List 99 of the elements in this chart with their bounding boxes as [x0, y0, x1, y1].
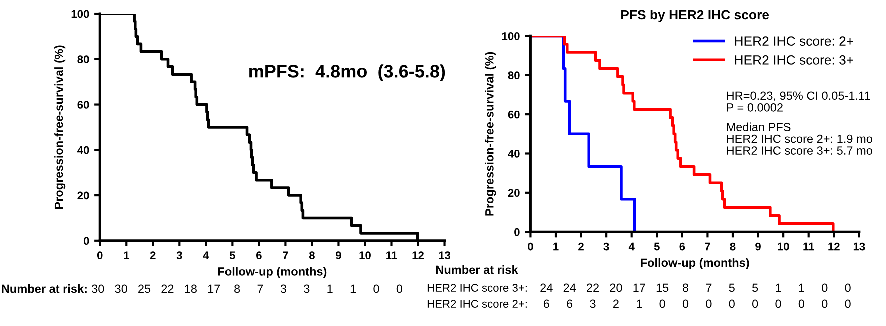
- x-tick-label: 13: [854, 242, 866, 251]
- y-tick-label: 100: [502, 32, 520, 40]
- x-tick-label: 10: [360, 252, 371, 260]
- text: 22: [162, 284, 174, 294]
- text: Number at risk: [436, 265, 518, 274]
- legend-label: HER2 IHC score: 2+: [735, 36, 854, 46]
- x-tick-label: 2: [578, 242, 584, 251]
- x-tick-label: 12: [828, 242, 840, 251]
- text: 8: [682, 284, 689, 292]
- y-axis-title: Progression-free-survival (%): [485, 52, 496, 216]
- legend-label: HER2 IHC score: 3+: [735, 56, 854, 65]
- x-tick-label: 9: [336, 252, 342, 260]
- text: 17: [634, 284, 646, 292]
- y-tick-label: 80: [508, 72, 520, 80]
- text: 7: [258, 284, 264, 294]
- text: 0: [822, 300, 828, 308]
- text: 0: [682, 300, 689, 308]
- text: 0: [396, 284, 403, 294]
- annotation: HER2 IHC score 3+: 5.7 mo: [727, 146, 872, 155]
- text: 0: [845, 300, 851, 308]
- annotation: P = 0.0002: [727, 103, 783, 112]
- chart-title: PFS by HER2 IHC score: [622, 10, 770, 22]
- x-tick-label: 10: [778, 242, 790, 251]
- x-tick-label: 4: [628, 242, 635, 251]
- text: 15: [656, 284, 669, 292]
- text: 0: [374, 284, 380, 294]
- text: 1: [350, 284, 356, 294]
- annotation: HR=0.23, 95% CI 0.05-1.11: [727, 92, 870, 102]
- x-tick-label: 0: [97, 252, 103, 260]
- x-tick-label: 6: [680, 242, 686, 251]
- text: 18: [185, 284, 197, 294]
- x-tick-label: 12: [412, 252, 424, 260]
- y-tick-label: 40: [78, 146, 90, 154]
- text: 1: [799, 284, 804, 292]
- x-axis-title: Follow-up (months): [641, 258, 750, 270]
- text: 30: [92, 284, 104, 294]
- text: 20: [610, 284, 622, 292]
- x-tick-label: 0: [528, 242, 534, 251]
- y-tick-label: 60: [508, 110, 520, 119]
- x-tick-label: 5: [654, 242, 660, 251]
- text: 3: [304, 284, 310, 294]
- x-tick-label: 3: [176, 252, 182, 260]
- annotation: mPFS: 4.8mo (3.6-5.8): [250, 64, 446, 82]
- x-tick-label: 1: [124, 252, 130, 260]
- text: 2: [614, 300, 619, 308]
- x-tick-label: 1: [554, 242, 559, 251]
- y-tick-label: 40: [508, 150, 520, 158]
- annotation: HER2 IHC score 2+: 1.9 mo: [727, 134, 872, 144]
- text: 0: [822, 284, 828, 292]
- text: 17: [208, 284, 220, 294]
- text: 3: [280, 284, 286, 294]
- x-tick-label: 3: [604, 242, 610, 251]
- x-tick-label: 4: [203, 252, 210, 260]
- x-axis-title: Follow-up (months): [218, 267, 327, 278]
- text: 0: [752, 300, 758, 308]
- y-tick-label: 60: [78, 101, 90, 109]
- x-tick-label: 7: [283, 252, 288, 260]
- y-tick-label: 100: [72, 10, 90, 18]
- text: Number at risk:: [2, 284, 87, 294]
- text: 7: [706, 284, 712, 292]
- annotation: Median PFS: [727, 122, 791, 132]
- text: HER2 IHC score 3+:: [428, 284, 527, 292]
- y-tick-label: 0: [84, 237, 90, 246]
- x-tick-label: 5: [230, 252, 236, 260]
- text: 25: [138, 284, 151, 294]
- text: 0: [798, 300, 805, 308]
- text: 5: [729, 284, 735, 292]
- text: 24: [564, 284, 576, 292]
- x-tick-label: 6: [256, 252, 262, 260]
- text: 1: [776, 284, 782, 292]
- y-tick-label: 80: [78, 56, 90, 64]
- text: 0: [660, 300, 666, 308]
- text: 0: [845, 284, 851, 292]
- x-tick-label: 7: [705, 242, 710, 251]
- text: 6: [544, 300, 550, 308]
- x-tick-label: 11: [386, 252, 398, 260]
- text: 0: [706, 300, 712, 308]
- text: 8: [234, 284, 240, 294]
- text: 24: [540, 284, 553, 292]
- text: 5: [752, 284, 758, 292]
- text: 1: [328, 284, 333, 294]
- text: 6: [567, 300, 573, 308]
- x-tick-label: 11: [804, 242, 814, 251]
- x-tick-label: 9: [756, 242, 761, 251]
- text: 0: [729, 300, 735, 308]
- x-tick-label: 8: [730, 242, 736, 251]
- y-axis-title: Progression-free-survival (%): [54, 46, 66, 210]
- y-tick-label: 20: [508, 189, 520, 198]
- y-tick-label: 0: [514, 228, 520, 236]
- x-tick-label: 2: [150, 252, 156, 260]
- text: HER2 IHC score 2+:: [428, 300, 527, 308]
- text: 22: [587, 284, 599, 292]
- text: 30: [115, 284, 128, 294]
- x-tick-label: 8: [309, 252, 315, 260]
- text: 0: [776, 300, 782, 308]
- x-tick-label: 13: [439, 252, 451, 260]
- y-tick-label: 20: [78, 192, 90, 200]
- text: 3: [590, 300, 596, 308]
- text: 1: [637, 300, 642, 308]
